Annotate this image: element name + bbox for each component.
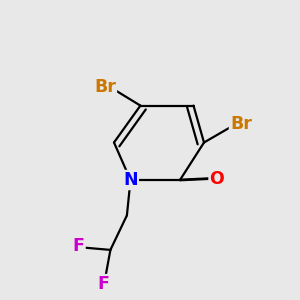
- Text: F: F: [73, 237, 85, 255]
- Text: O: O: [209, 169, 224, 188]
- Text: N: N: [123, 171, 138, 189]
- Text: F: F: [98, 275, 110, 293]
- Text: Br: Br: [94, 78, 116, 96]
- Text: Br: Br: [230, 115, 252, 133]
